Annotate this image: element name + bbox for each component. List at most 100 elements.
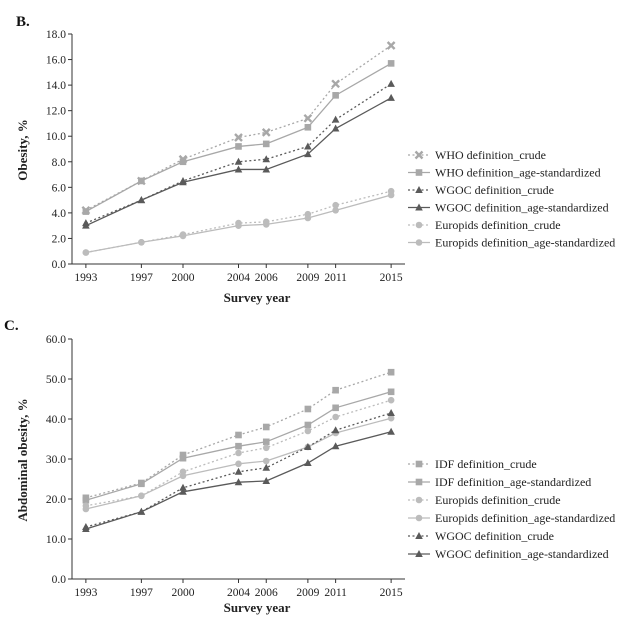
y-tick-label: 12.0 xyxy=(46,106,66,118)
data-point xyxy=(262,221,270,228)
data-point xyxy=(235,222,242,229)
panel-c-axes xyxy=(71,339,405,580)
panel-c-y-axis-title: Abdominal obesity, % xyxy=(15,398,30,521)
panel-b-obesity-chart: B. Obesity, % Survey year 0.0 2.0 4.0 6.0 8.… xyxy=(15,14,615,305)
legend-entry: WHO definition_age-standardized xyxy=(408,166,601,180)
data-point xyxy=(387,427,395,435)
data-point xyxy=(138,492,145,500)
data-point xyxy=(137,507,146,515)
data-point xyxy=(234,165,243,173)
data-point xyxy=(304,443,312,450)
y-tick-label: 14.0 xyxy=(46,80,66,92)
legend-label: WGOC definition_crude xyxy=(435,529,554,543)
legend-entry: WGOC definition_age-standardized xyxy=(408,547,609,561)
y-tick-label: 10.0 xyxy=(46,534,66,546)
data-point xyxy=(304,214,312,222)
legend-entry: WGOC definition_age-standardized xyxy=(408,201,609,215)
data-point xyxy=(332,413,339,421)
legend-marker xyxy=(415,239,423,246)
series-line xyxy=(82,93,395,229)
data-point xyxy=(82,505,90,513)
series-path xyxy=(85,62,392,213)
data-point xyxy=(331,124,340,132)
y-tick-label: 60.0 xyxy=(46,334,66,346)
data-point xyxy=(304,142,312,150)
data-point xyxy=(331,115,340,123)
data-point xyxy=(304,123,312,131)
panel-c-label: C. xyxy=(4,318,19,334)
data-point xyxy=(82,525,90,532)
series-line xyxy=(82,414,395,513)
y-tick-label: 4.0 xyxy=(52,208,67,220)
panel-b-label: B. xyxy=(16,14,30,30)
legend-label: IDF definition_crude xyxy=(435,457,537,471)
legend-entry: IDF definition_age-standardized xyxy=(408,475,591,489)
data-point xyxy=(262,457,270,465)
data-point xyxy=(138,238,145,246)
y-tick-label: 40.0 xyxy=(46,414,66,426)
x-tick-label: 1997 xyxy=(130,587,153,599)
data-point xyxy=(387,60,395,67)
legend-entry: Europids definition_age-standardized xyxy=(408,236,615,250)
data-point xyxy=(262,477,271,484)
data-point xyxy=(234,133,243,142)
legend-marker xyxy=(415,460,423,468)
legend-marker xyxy=(415,203,423,211)
data-point xyxy=(387,79,395,87)
x-tick-label: 2000 xyxy=(172,587,195,599)
data-point xyxy=(234,467,243,475)
data-point xyxy=(332,404,339,412)
x-tick-label: 2011 xyxy=(324,272,347,284)
panel-b-legend: WHO definition_crude WHO definition_age-s… xyxy=(408,148,615,250)
series-line xyxy=(82,191,395,256)
data-point xyxy=(179,232,187,240)
legend-marker xyxy=(415,496,423,504)
x-tick-label: 2004 xyxy=(227,587,250,599)
series-line xyxy=(82,388,395,504)
legend-marker xyxy=(415,186,423,193)
x-tick-label: 2009 xyxy=(296,587,319,599)
x-tick-label: 2006 xyxy=(255,587,278,599)
data-point xyxy=(331,426,340,434)
y-tick-label: 20.0 xyxy=(46,494,66,506)
panel-c-legend: IDF definition_crude IDF definition_age-s… xyxy=(408,457,615,561)
series-line xyxy=(82,79,395,227)
x-tick-label: 2015 xyxy=(380,587,403,599)
series-line xyxy=(82,427,395,532)
y-tick-label: 2.0 xyxy=(52,233,67,245)
data-point xyxy=(387,414,395,422)
series-path xyxy=(85,417,392,510)
data-point xyxy=(262,140,270,148)
data-point xyxy=(331,79,340,89)
data-point xyxy=(304,459,312,466)
y-tick-label: 6.0 xyxy=(52,182,67,194)
legend-marker xyxy=(415,514,423,522)
x-tick-label: 2006 xyxy=(255,272,278,284)
legend-label: Europids definition_crude xyxy=(435,218,561,232)
legend-label: Europids definition_crude xyxy=(435,493,561,507)
data-point xyxy=(235,460,242,468)
data-point xyxy=(332,201,339,209)
x-tick-label: 1997 xyxy=(130,272,153,284)
legend-label: Europids definition_age-standardized xyxy=(435,511,615,525)
legend-entry: WGOC definition_crude xyxy=(408,183,554,197)
data-point xyxy=(262,155,271,163)
legend-marker xyxy=(415,532,423,539)
x-tick-label: 1993 xyxy=(74,587,97,599)
data-point xyxy=(304,150,312,158)
y-tick-label: 8.0 xyxy=(52,157,67,169)
legend-label: WHO definition_crude xyxy=(435,148,546,162)
legend-label: WGOC definition_age-standardized xyxy=(435,547,609,561)
legend-entry: IDF definition_crude xyxy=(408,457,537,471)
panel-c-x-ticks: 1993 1997 2000 2004 2006 2009 2011 2015 xyxy=(74,579,403,599)
data-point xyxy=(179,454,187,462)
series-line xyxy=(82,60,395,215)
legend-entry: Europids definition_age-standardized xyxy=(408,511,615,525)
x-tick-label: 2011 xyxy=(324,587,347,599)
series-path xyxy=(85,412,392,528)
panel-c-y-ticks: 0.0 10.0 20.0 30.0 40.0 50.0 60.0 xyxy=(46,334,72,586)
x-tick-label: 2000 xyxy=(172,272,195,284)
data-point xyxy=(262,423,270,431)
data-point xyxy=(304,421,312,429)
data-point xyxy=(137,196,146,204)
